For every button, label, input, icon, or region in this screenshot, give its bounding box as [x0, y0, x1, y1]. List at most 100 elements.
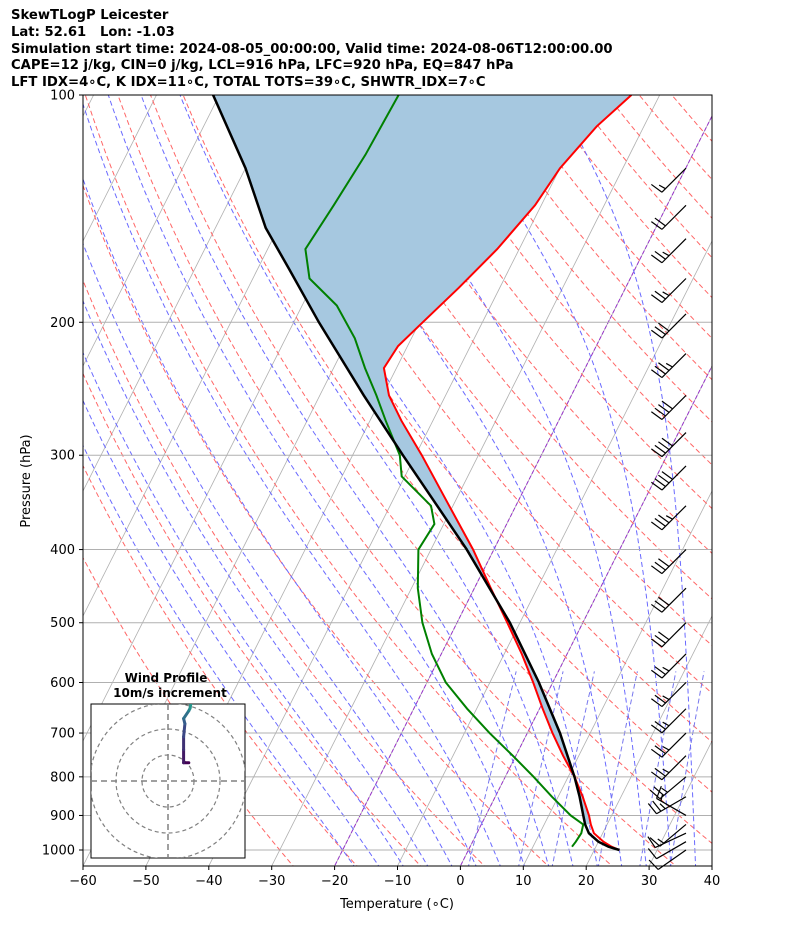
wind-barb: [650, 653, 687, 679]
special-isotherm-line: [334, 114, 712, 866]
hodograph-subtitle: 10m/s increment: [113, 686, 227, 700]
isotherm-line: [711, 865, 712, 866]
dry-adiabat: [83, 464, 358, 866]
isotherm-line: [397, 240, 712, 866]
wind-barb: [650, 432, 687, 458]
moist-adiabat: [354, 95, 647, 866]
y-tick-label: 1000: [42, 844, 75, 859]
isotherm-line: [585, 615, 712, 866]
wind-barb: [647, 832, 687, 849]
wind-barb: [650, 278, 687, 304]
wind-barb: [650, 353, 687, 379]
wind-barb: [647, 796, 687, 815]
x-tick-label: −60: [69, 874, 96, 889]
dry-adiabat: [312, 95, 712, 600]
wind-barb: [650, 204, 687, 230]
hodograph-trace: [188, 704, 193, 710]
y-tick-label: 200: [50, 316, 75, 331]
hodograph-trace: [210, 669, 211, 672]
isotherm-line: [522, 490, 712, 866]
hodograph-trace: [182, 709, 191, 721]
time-label: Simulation start time: 2024-08-05_00:00:…: [11, 41, 613, 57]
indices-line-2: LFT IDX=4∘C, K IDX=11∘C, TOTAL TOTS=39∘C…: [11, 75, 486, 91]
y-axis-label: Pressure (hPa): [19, 434, 34, 527]
dry-adiabat: [117, 95, 677, 866]
y-tick-label: 600: [50, 676, 75, 691]
y-tick-label: 500: [50, 616, 75, 631]
y-tick-label: 100: [50, 89, 75, 104]
wind-barb: [650, 587, 687, 613]
moist-adiabat: [179, 95, 574, 866]
isotherm-line: [83, 95, 157, 242]
mixing-ratio-line: [467, 671, 517, 866]
cin-cape-shading: [213, 95, 632, 825]
x-axis-label: Temperature (∘C): [339, 897, 454, 912]
x-tick-label: −30: [258, 874, 285, 889]
dry-adiabat: [280, 95, 712, 647]
wind-barb: [650, 465, 687, 491]
hodograph-trace: [182, 722, 187, 739]
wind-barb: [650, 549, 687, 575]
dry-adiabat: [378, 95, 712, 510]
hodograph-inset: Wind Profile 10m/s increment: [90, 669, 246, 859]
moist-adiabat: [444, 95, 672, 866]
hodograph-trace: [210, 672, 211, 677]
isotherm-line: [271, 95, 661, 866]
y-tick-label: 700: [50, 727, 75, 742]
dry-adiabat: [83, 279, 486, 866]
dry-adiabat: [83, 184, 550, 866]
moist-adiabat: [83, 299, 429, 866]
moist-adiabat: [83, 242, 453, 866]
wind-barbs: [647, 167, 687, 870]
mixing-ratio-line: [669, 671, 705, 866]
x-tick-label: 30: [641, 874, 658, 889]
hodograph-title: Wind Profile: [125, 671, 208, 685]
x-tick-label: 0: [456, 874, 464, 889]
wind-barb: [650, 505, 687, 531]
wind-barb: [647, 841, 687, 860]
isotherm-line: [208, 95, 598, 866]
axes: Temperature (∘C) Pressure (hPa) −60 −50 −4…: [19, 89, 720, 913]
dry-adiabat: [345, 95, 712, 554]
parcel-profile-line: [211, 95, 620, 852]
x-tick-label: −20: [321, 874, 348, 889]
wind-barb: [650, 622, 687, 648]
chart-title: SkewTLogP Leicester: [11, 8, 169, 23]
y-tick-label: 800: [50, 770, 75, 785]
dry-adiabat: [247, 95, 712, 694]
x-tick-label: −10: [384, 874, 411, 889]
dry-adiabat: [605, 95, 712, 219]
y-tick-label: 900: [50, 809, 75, 824]
wind-barb: [650, 708, 687, 734]
indices-line-1: CAPE=12 j/kg, CIN=0 j/kg, LCL=916 hPa, L…: [11, 58, 514, 74]
special-isotherm-line: [459, 364, 712, 866]
chart-title-block: SkewTLogP Leicester Lat: 52.61 Lon: -1.0…: [11, 8, 613, 92]
wind-barb: [649, 776, 687, 800]
dry-adiabat: [83, 372, 422, 866]
wind-barb: [650, 755, 687, 781]
dry-adiabat: [83, 556, 294, 866]
isotherm-line: [767, 60, 794, 881]
dry-adiabat: [638, 95, 712, 181]
x-tick-label: −40: [195, 874, 222, 889]
wind-barb: [650, 167, 687, 193]
isotherm-line: [83, 95, 283, 492]
x-tick-label: −50: [132, 874, 159, 889]
cape-area: [213, 95, 632, 825]
wind-barb: [650, 395, 687, 420]
dewpoint-profile-line: [304, 95, 585, 848]
x-tick-label: 40: [704, 874, 721, 889]
location-label: Lat: 52.61 Lon: -1.03: [11, 24, 175, 40]
isotherm-line: [648, 740, 712, 866]
x-tick-label: 20: [578, 874, 595, 889]
mixing-ratio-line: [597, 671, 638, 866]
wind-barb: [649, 823, 687, 847]
mixing-ratio-line: [551, 671, 595, 866]
wind-barb: [650, 682, 687, 708]
wind-barb: [650, 238, 687, 264]
moist-adiabat: [283, 95, 623, 866]
wind-barb: [650, 313, 687, 339]
isobar-grid: [83, 95, 712, 851]
dry-adiabat: [149, 95, 712, 845]
wind-barb: [650, 732, 687, 758]
